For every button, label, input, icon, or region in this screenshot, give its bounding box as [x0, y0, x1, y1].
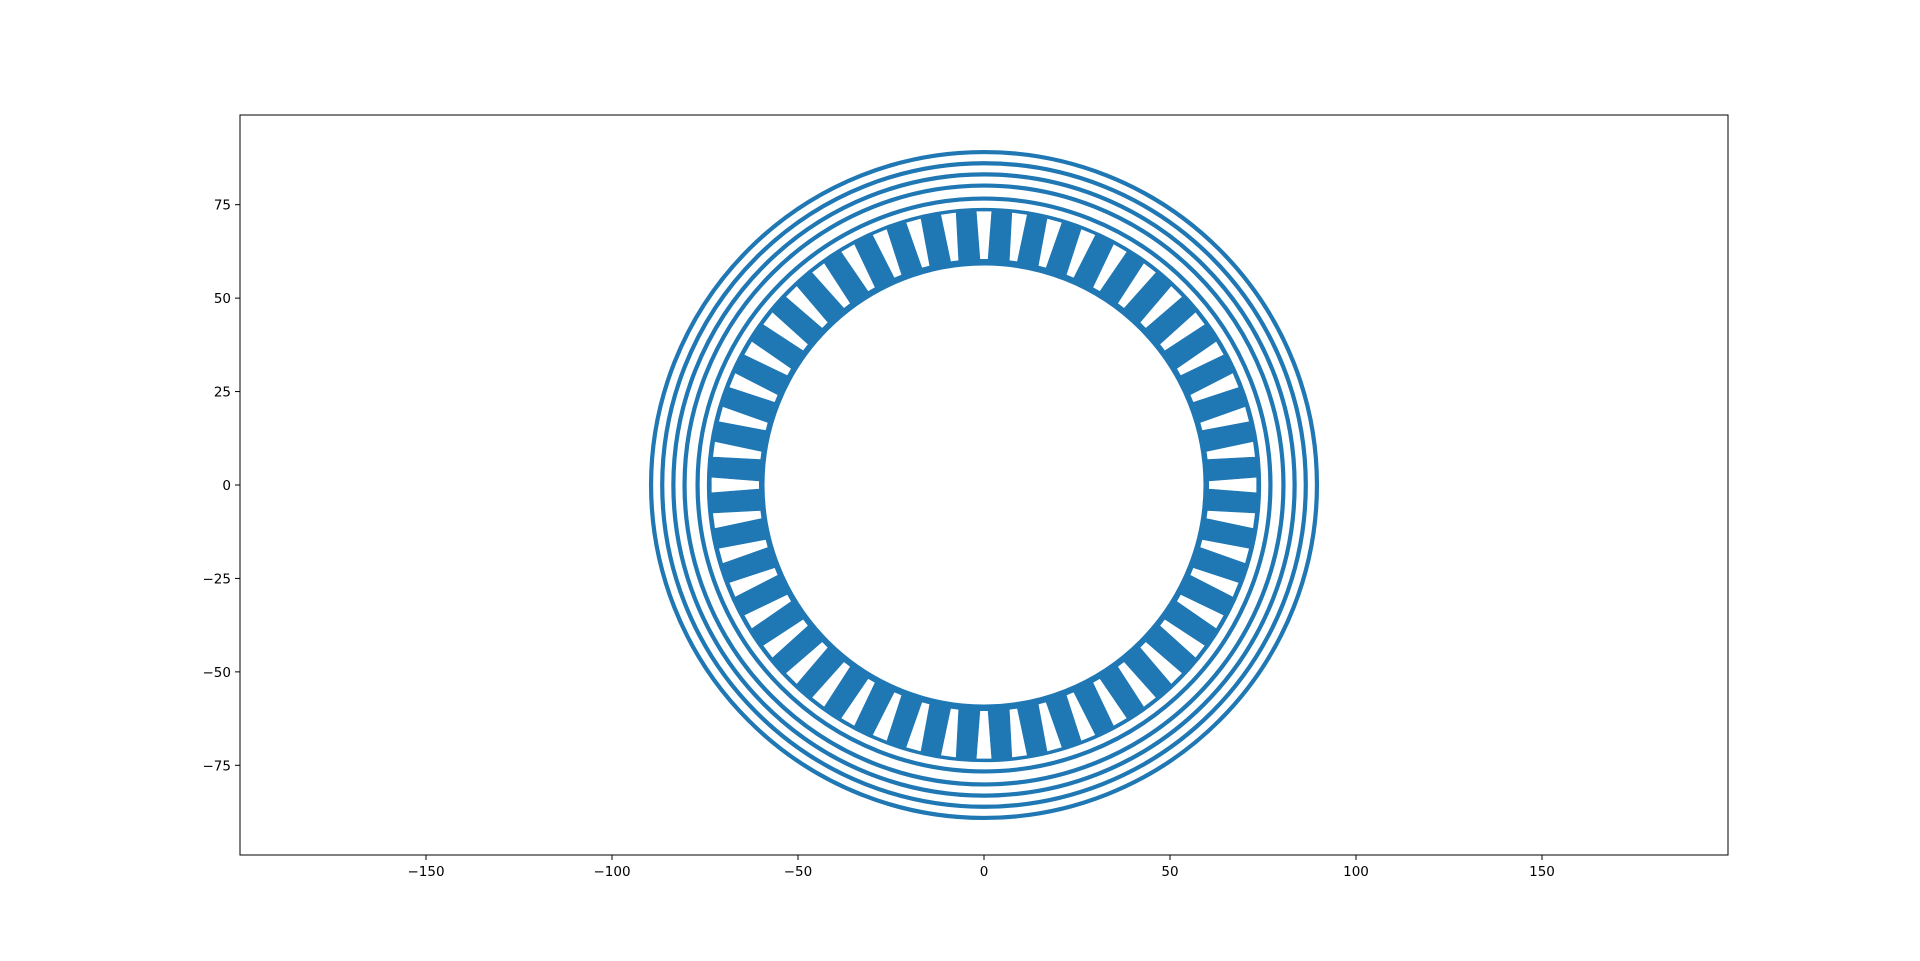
slot-41 — [1092, 678, 1128, 727]
slot-10 — [1065, 228, 1096, 279]
slot-16 — [872, 228, 903, 279]
slot-15 — [905, 217, 931, 269]
slot-45 — [1176, 593, 1225, 630]
slot-25 — [711, 476, 760, 494]
y-tick-label: −25 — [203, 571, 232, 587]
x-tick-label: 0 — [980, 864, 989, 880]
y-tick-label: 25 — [214, 385, 231, 401]
slot-27 — [718, 539, 769, 564]
slot-28 — [728, 567, 779, 598]
slot-31 — [785, 641, 829, 685]
y-tick-label: −50 — [203, 665, 232, 681]
slot-7 — [1139, 285, 1183, 329]
slot-42 — [1117, 661, 1157, 708]
slot-3 — [1199, 406, 1250, 431]
x-tick-label: 100 — [1343, 864, 1369, 880]
slot-48 — [1205, 510, 1256, 529]
slot-13 — [975, 210, 993, 260]
plot-area — [648, 149, 1320, 821]
slot-11 — [1037, 217, 1063, 269]
slot-1 — [1208, 476, 1257, 494]
slot-34 — [872, 691, 903, 742]
slot-8 — [1117, 262, 1157, 309]
slot-43 — [1139, 641, 1183, 685]
slot-2 — [1205, 441, 1256, 460]
slot-20 — [762, 311, 809, 352]
slot-40 — [1065, 691, 1096, 742]
x-axis-ticks: −150 −100 −50 0 50 100 150 — [407, 855, 1555, 880]
slot-29 — [743, 593, 792, 630]
y-tick-label: −75 — [203, 758, 232, 774]
slot-37 — [975, 710, 993, 760]
slot-26 — [712, 510, 763, 529]
slot-32 — [811, 661, 851, 708]
slot-17 — [840, 243, 876, 292]
x-tick-label: −100 — [593, 864, 630, 880]
slot-23 — [718, 406, 769, 431]
slot-22 — [728, 372, 779, 403]
slot-6 — [1159, 311, 1206, 352]
slot-44 — [1159, 618, 1206, 659]
slot-39 — [1037, 701, 1063, 753]
x-tick-label: 150 — [1529, 864, 1555, 880]
x-tick-label: −150 — [407, 864, 444, 880]
slot-35 — [905, 701, 931, 753]
slot-14 — [940, 212, 960, 263]
slot-36 — [940, 707, 960, 758]
slot-46 — [1189, 567, 1240, 598]
slot-47 — [1199, 539, 1250, 564]
y-tick-label: 0 — [222, 478, 231, 494]
x-tick-label: −50 — [784, 864, 813, 880]
slot-33 — [840, 678, 876, 727]
outer-ring-5 — [695, 196, 1273, 774]
slot-9 — [1092, 243, 1128, 292]
outer-ring-4 — [682, 183, 1286, 787]
y-axis-ticks: −75 −50 −25 0 25 50 75 — [203, 198, 240, 774]
y-tick-label: 75 — [214, 198, 231, 214]
outer-ring-1 — [648, 149, 1320, 821]
slot-18 — [811, 262, 851, 309]
slot-21 — [743, 340, 792, 377]
slot-24 — [712, 441, 763, 460]
outer-ring-2 — [660, 161, 1308, 809]
slot-19 — [785, 285, 829, 329]
slot-30 — [762, 618, 809, 659]
slot-12 — [1008, 212, 1028, 263]
y-tick-label: 50 — [214, 291, 231, 307]
slot-5 — [1176, 340, 1225, 377]
slot-38 — [1008, 707, 1028, 758]
x-tick-label: 50 — [1161, 864, 1178, 880]
slot-4 — [1189, 372, 1240, 403]
outer-ring-3 — [671, 172, 1297, 798]
